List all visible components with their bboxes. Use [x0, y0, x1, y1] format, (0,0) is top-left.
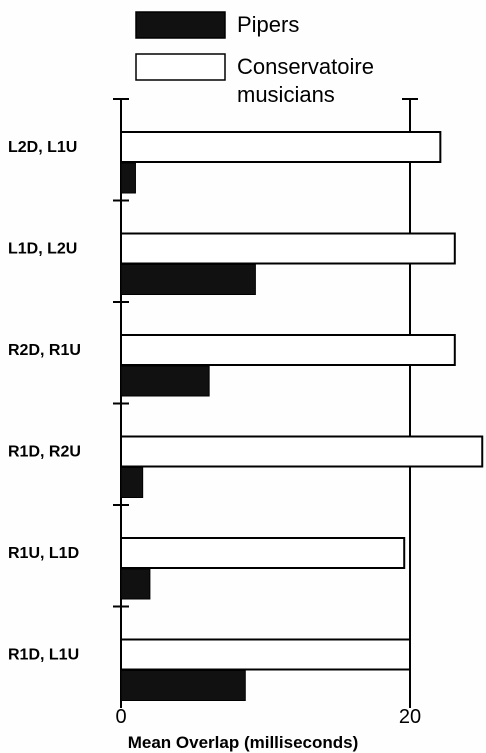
x-tick-labels: 0 20: [115, 700, 421, 728]
legend-label-conservatoire-line1: Conservatoire: [237, 54, 374, 79]
category-label-4: R1D, R2U: [8, 444, 81, 461]
axes: [113, 98, 418, 700]
bar-conservatoire-6: [120, 638, 411, 671]
legend-label-conservatoire-line2: musicians: [237, 82, 335, 107]
category-label-6: R1D, L1U: [8, 647, 79, 664]
category-label-5: R1U, L1D: [8, 545, 79, 562]
x-tick-label: 0: [115, 706, 126, 728]
legend-swatch-pipers: [135, 11, 226, 39]
x-tick-label: 20: [399, 706, 421, 728]
bar-conservatoire-1: [120, 131, 442, 163]
legend-swatch-conservatoire: [135, 53, 226, 81]
bar-pipers-3: [120, 365, 210, 397]
bar-pipers-1: [120, 162, 136, 194]
bar-conservatoire-5: [120, 537, 406, 569]
bar-conservatoire-2: [120, 232, 456, 265]
category-ticks: [113, 199, 129, 608]
legend-label-pipers: Pipers: [237, 12, 299, 37]
bar-pipers-5: [120, 568, 151, 600]
x-axis-title: Mean Overlap (milliseconds): [128, 733, 359, 752]
legend: Pipers Conservatoire musicians: [135, 11, 374, 107]
bars: [120, 131, 484, 701]
bar-pipers-6: [120, 670, 246, 701]
category-label-2: L1D, L2U: [8, 241, 77, 258]
category-label-3: R2D, R1U: [8, 342, 81, 359]
bar-pipers-2: [120, 264, 256, 295]
bar-conservatoire-3: [120, 334, 456, 366]
bar-pipers-4: [120, 467, 144, 498]
bar-conservatoire-4: [120, 435, 484, 468]
category-label-1: L2D, L1U: [8, 139, 77, 156]
category-labels: L2D, L1U L1D, L2U R2D, R1U R1D, R2U R1U, L1D…: [8, 139, 81, 664]
